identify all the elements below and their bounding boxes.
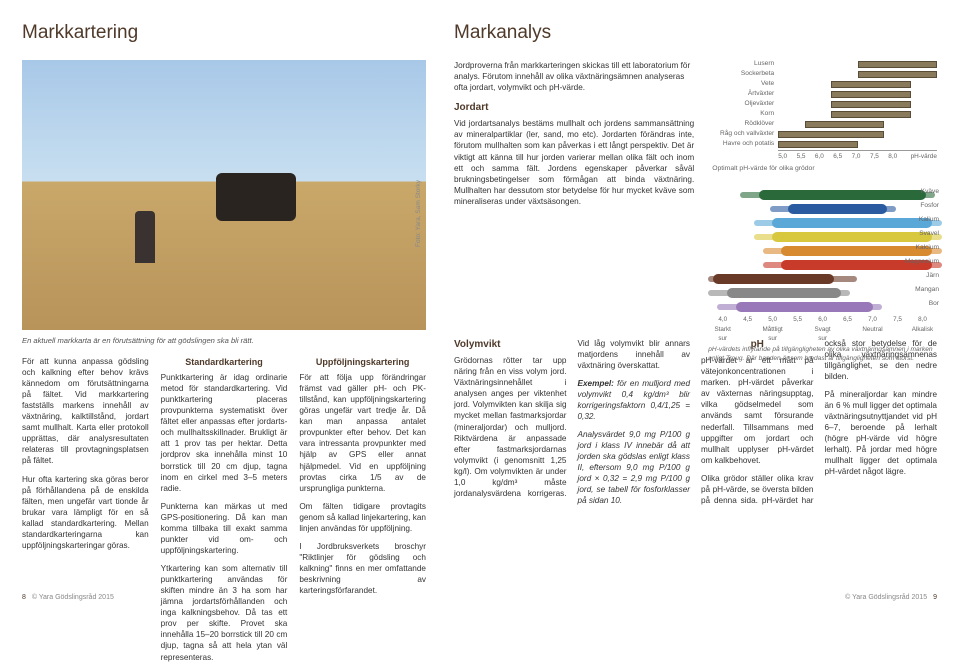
crop-row: Råg och vallväxter	[708, 130, 937, 140]
crop-row: Lusern	[708, 60, 937, 70]
right-title: Markanalys	[454, 20, 937, 46]
crop-row: Korn	[708, 110, 937, 120]
left-title: Markkartering	[22, 20, 426, 46]
nutrient-band	[759, 190, 926, 200]
upp-p2: Om fälten tidigare provtagits genom så k…	[299, 501, 426, 534]
nutrient-label: Magnesium	[905, 258, 939, 267]
crop-label: Ärtväxter	[708, 90, 778, 99]
std-p1: Punktkartering är idag ordinarie metod f…	[161, 372, 288, 494]
std-p3: Ytkartering kan som alternativ till punk…	[161, 563, 288, 663]
charts-col: LusernSockerbetaVeteÄrtväxterOljeväxterK…	[708, 60, 937, 328]
left-columns: För att kunna anpassa gödsling och kalkn…	[22, 356, 426, 670]
nutrient-label: Järn	[926, 272, 939, 281]
page-num-left: 8	[22, 593, 26, 602]
upp-p1: För att följa upp förändringar främst va…	[299, 372, 426, 494]
crop-bar	[831, 111, 910, 118]
intro-p1: För att kunna anpassa gödsling och kalkn…	[22, 356, 149, 467]
nutrient-band	[727, 288, 841, 298]
vol-ex-label: Exempel:	[578, 379, 614, 388]
crop-row: Oljeväxter	[708, 100, 937, 110]
jordart-heading: Jordart	[454, 101, 694, 115]
upper-text: Jordproverna från markkarteringen skicka…	[454, 60, 694, 328]
chart2-caption: pH-värdets inflytande på tillgänglighete…	[708, 346, 937, 364]
upp-p3: I Jordbruksverkets broschyr "Riktlinjer …	[299, 541, 426, 596]
crop-label: Lusern	[708, 60, 778, 69]
nutrient-label: Fosfor	[920, 202, 939, 211]
vol-heading: Volymvikt	[454, 338, 567, 352]
nutrient-band	[736, 302, 873, 312]
pub-right: © Yara Gödslingsråd 2015	[845, 593, 927, 602]
jordart-p: Vid jordartsanalys bestäms mullhalt och …	[454, 118, 694, 207]
page-right: Markanalys Jordproverna från markkarteri…	[440, 0, 959, 610]
hero-photo: Foto: Yara, Sam Storky	[22, 60, 426, 330]
nutrient-band	[713, 274, 834, 284]
vol-example2: Analysvärdet 9,0 mg P/100 g jord i klass…	[578, 429, 691, 506]
crop-bar	[831, 101, 910, 108]
std-heading: Standardkartering	[161, 356, 288, 368]
crop-row: Havre och potatis	[708, 140, 937, 150]
crop-label: Havre och potatis	[708, 140, 778, 149]
footer-left: 8 © Yara Gödslingsråd 2015	[22, 593, 114, 602]
std-p2: Punkterna kan märkas ut med GPS-position…	[161, 501, 288, 556]
upper-right-block: Jordproverna från markkarteringen skicka…	[454, 60, 937, 328]
nutrient-label: Kalium	[919, 216, 939, 225]
nutrient-band	[772, 232, 932, 242]
nutrient-label: Svavel	[919, 230, 939, 239]
page-left: Markkartering Foto: Yara, Sam Storky En …	[0, 0, 440, 610]
crop-bar	[778, 141, 857, 148]
crop-bar	[858, 71, 937, 78]
crop-ph-chart: LusernSockerbetaVeteÄrtväxterOljeväxterK…	[708, 60, 937, 180]
nutrient-label: Kväve	[921, 188, 939, 197]
ph-p3: På mineraljordar kan mindre än 6 % mull …	[825, 389, 938, 478]
nutrient-label: Kalcium	[916, 244, 939, 253]
vol-example: Exempel: för en mulljord med volymvikt 0…	[578, 378, 691, 422]
page-num-right: 9	[933, 593, 937, 602]
ph-p1: pH-värdet är ett mått på vätejonkoncentr…	[701, 355, 814, 466]
crop-label: Vete	[708, 80, 778, 89]
nutrient-band	[772, 218, 932, 228]
analys-intro: Jordproverna från markkarteringen skicka…	[454, 60, 694, 93]
pub-left: © Yara Gödslingsråd 2015	[32, 593, 114, 602]
hero-caption: En aktuell markkarta är en förutsättning…	[22, 336, 426, 346]
footer-right: © Yara Gödslingsråd 2015 9	[845, 593, 937, 602]
crop-label: Oljeväxter	[708, 100, 778, 109]
crop-bar	[805, 121, 884, 128]
nutrient-label: Mangan	[915, 286, 939, 295]
crop-bar	[858, 61, 937, 68]
crop-label: Råg och vallväxter	[708, 130, 778, 139]
nutrient-band	[781, 246, 932, 256]
nutrient-ph-chart: Kväve Fosfor Kalium Svavel Kalcium Magnesium J…	[708, 188, 937, 328]
nutrient-label: Bor	[929, 300, 939, 309]
crop-row: Ärtväxter	[708, 90, 937, 100]
photo-credit: Foto: Yara, Sam Storky	[415, 180, 424, 247]
upp-heading: Uppföljningskartering	[299, 356, 426, 368]
crop-label: Korn	[708, 110, 778, 119]
crop-label: Rödklöver	[708, 120, 778, 129]
crop-row: Rödklöver	[708, 120, 937, 130]
crop-bar	[778, 131, 884, 138]
crop-row: Vete	[708, 80, 937, 90]
nutrient-band	[788, 204, 886, 214]
crop-label: Sockerbeta	[708, 70, 778, 79]
chart1-title: Optimalt pH-värde för olika grödor	[712, 164, 937, 173]
crop-bar	[831, 91, 910, 98]
crop-bar	[831, 81, 910, 88]
intro-p2: Hur ofta kartering ska göras beror på fö…	[22, 474, 149, 551]
crop-row: Sockerbeta	[708, 70, 937, 80]
